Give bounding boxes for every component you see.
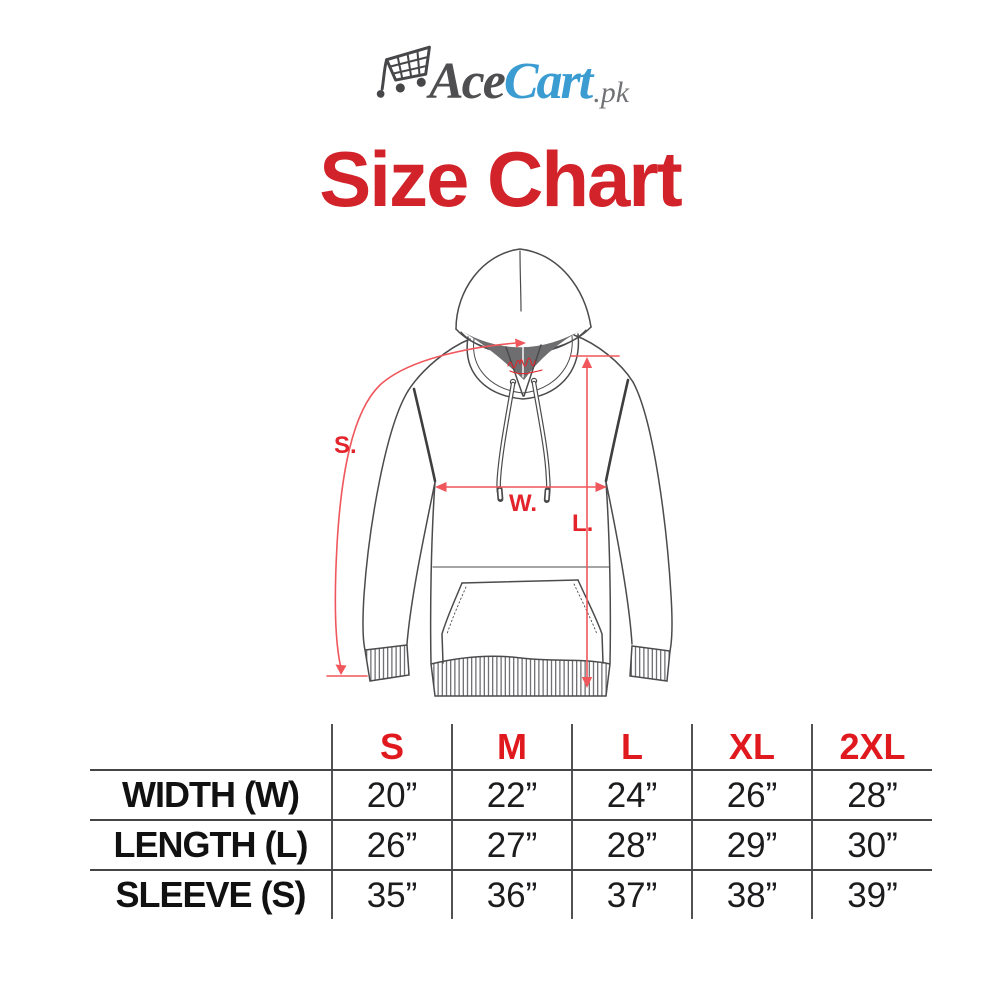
table-row-sleeve: SLEEVE (S) 35” 36” 37” 38” 39” — [90, 870, 932, 919]
size-value-cell: 38” — [691, 870, 812, 919]
measurement-lines — [326, 338, 620, 688]
length-measure-line — [570, 355, 620, 688]
table-row-width: WIDTH (W) 20” 22” 24” 26” 28” — [90, 770, 932, 821]
size-column-header-m: M — [451, 724, 572, 771]
size-value-cell: 24” — [571, 770, 692, 821]
size-value-cell: 26” — [691, 770, 812, 821]
hoodie-measurement-diagram: S. W. L. — [326, 248, 673, 697]
logo-text-ace: Ace — [428, 53, 506, 110]
shopping-cart-icon — [376, 45, 431, 98]
width-measure-line — [435, 482, 607, 492]
size-column-header-xl: XL — [691, 724, 812, 771]
size-value-cell: 39” — [811, 870, 932, 919]
size-value-cell: 35” — [331, 870, 452, 919]
size-column-header-2xl: 2XL — [811, 724, 932, 771]
table-header-row: S M L XL 2XL — [90, 724, 932, 771]
table-row-length: LENGTH (L) 26” 27” 28” 29” 30” — [90, 820, 932, 871]
length-measure-label: L. — [572, 510, 593, 537]
hem-ribbing — [430, 655, 611, 697]
logo-text-pk: .pk — [593, 76, 630, 109]
size-value-cell: 29” — [691, 820, 812, 871]
brand-signature — [507, 357, 543, 375]
size-value-cell: 36” — [451, 870, 572, 919]
kangaroo-pocket — [441, 579, 604, 664]
measure-row-label: WIDTH (W) — [90, 770, 332, 821]
measure-row-label: LENGTH (L) — [90, 820, 332, 871]
measure-row-label: SLEEVE (S) — [115, 874, 306, 915]
sleeve-measure-line — [326, 338, 526, 677]
sleeve-measure-label: S. — [334, 432, 357, 459]
size-value-cell: 26” — [331, 820, 452, 871]
size-value-cell: 37” — [571, 870, 692, 919]
acecart-logo: Ace Cart .pk — [0, 44, 1000, 108]
table-corner-cell — [90, 724, 332, 771]
logo-text-cart: Cart — [503, 53, 593, 110]
size-value-cell: 27” — [451, 820, 572, 871]
size-value-cell: 28” — [571, 820, 692, 871]
drawstrings — [496, 377, 551, 503]
size-chart-table: S M L XL 2XL WIDTH (W) 20” 22” 24” 26” 2… — [90, 724, 932, 919]
size-column-header-s: S — [331, 724, 452, 771]
size-value-cell: 30” — [811, 820, 932, 871]
size-value-cell: 22” — [451, 770, 572, 821]
size-column-header-l: L — [571, 724, 692, 771]
size-value-cell: 20” — [331, 770, 452, 821]
cuff-ribbing — [364, 644, 671, 682]
hoodie-outline — [362, 248, 673, 664]
size-value-cell: 28” — [811, 770, 932, 821]
page-title: Size Chart — [319, 135, 682, 223]
width-measure-label: W. — [509, 490, 537, 517]
